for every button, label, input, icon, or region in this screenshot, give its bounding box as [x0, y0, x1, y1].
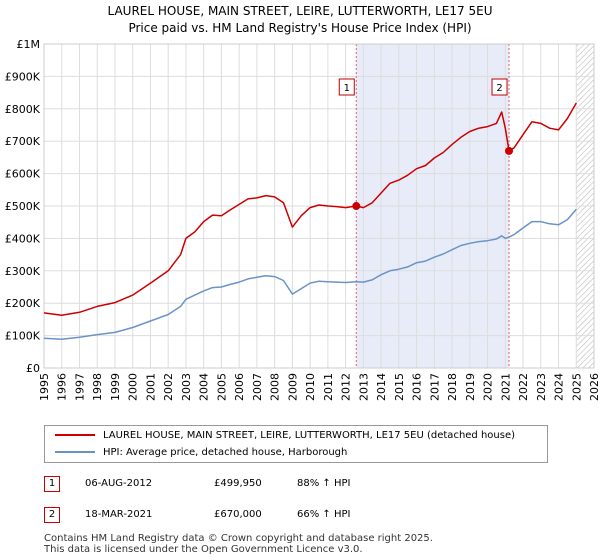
- annotation-label: 1: [344, 83, 350, 94]
- x-tick-label: 2017: [428, 373, 441, 401]
- transaction-price: £499,950: [214, 478, 262, 489]
- x-tick-label: 2011: [322, 373, 335, 401]
- x-tick-label: 2021: [499, 373, 512, 401]
- transaction-hpi-change: 66% ↑ HPI: [297, 509, 351, 520]
- legend: LAUREL HOUSE, MAIN STREET, LEIRE, LUTTER…: [44, 425, 548, 463]
- transaction-hpi-change: 88% ↑ HPI: [297, 478, 351, 489]
- legend-item-hpi: HPI: Average price, detached house, Harb…: [55, 445, 347, 461]
- x-tick-label: 2020: [482, 373, 495, 401]
- footer-copyright: Contains HM Land Registry data © Crown c…: [44, 533, 433, 544]
- x-tick-label: 2009: [286, 373, 299, 401]
- footer-licence: This data is licensed under the Open Gov…: [44, 544, 363, 555]
- price-paid-line: [43, 102, 577, 316]
- x-tick-label: 2016: [411, 373, 424, 401]
- x-tick-label: 2022: [517, 373, 530, 401]
- legend-label-price: LAUREL HOUSE, MAIN STREET, LEIRE, LUTTER…: [103, 430, 516, 441]
- x-tick-label: 1995: [38, 373, 51, 401]
- x-tick-label: 2000: [127, 373, 140, 401]
- transaction-row: 2 18-MAR-2021 £670,000 66% ↑ HPI: [44, 505, 564, 525]
- x-tick-label: 2018: [446, 373, 459, 401]
- y-tick-label: £900K: [5, 70, 41, 83]
- x-tick-label: 2012: [340, 373, 353, 401]
- x-tick-label: 2019: [464, 373, 477, 401]
- x-tick-label: 2005: [215, 373, 228, 401]
- x-tick-label: 1999: [109, 373, 122, 401]
- x-tick-label: 2015: [393, 373, 406, 401]
- x-tick-label: 2004: [198, 373, 211, 401]
- y-tick-label: £800K: [5, 103, 41, 116]
- x-tick-label: 2006: [233, 373, 246, 401]
- x-tick-label: 1998: [91, 373, 104, 401]
- plot-border: [43, 43, 595, 369]
- transaction-marker: 1: [44, 476, 60, 492]
- y-tick-label: £600K: [5, 168, 41, 181]
- x-tick-label: 2024: [553, 373, 566, 401]
- x-tick-label: 2025: [570, 373, 583, 401]
- sale-point: [352, 202, 361, 211]
- price-chart: £0 £100K £200K £300K £400K £500K £600K £700K £80…: [5, 38, 600, 401]
- y-tick-label: £500K: [5, 200, 41, 213]
- transaction-date: 18-MAR-2021: [85, 509, 153, 520]
- transaction-row: 1 06-AUG-2012 £499,950 88% ↑ HPI: [44, 474, 564, 494]
- legend-line-hpi: [55, 451, 95, 453]
- x-tick-label: 2008: [269, 373, 282, 401]
- annotation-box: [491, 78, 508, 96]
- x-tick-label: 2003: [180, 373, 193, 401]
- y-tick-label: £300K: [5, 265, 41, 278]
- hpi-line: [43, 208, 577, 340]
- legend-label-hpi: HPI: Average price, detached house, Harb…: [103, 447, 348, 458]
- legend-line-price: [55, 434, 95, 436]
- x-tick-label: 1996: [56, 373, 69, 401]
- legend-item-price: LAUREL HOUSE, MAIN STREET, LEIRE, LUTTER…: [55, 428, 515, 444]
- transaction-date: 06-AUG-2012: [85, 478, 153, 489]
- y-tick-label: £700K: [5, 135, 41, 148]
- x-tick-label: 2026: [588, 373, 600, 401]
- annotation-label: 2: [496, 83, 502, 94]
- x-tick-label: 2002: [162, 373, 175, 401]
- x-tick-label: 2023: [535, 373, 548, 401]
- y-tick-label: £0: [26, 362, 40, 375]
- chart-subtitle: Price paid vs. HM Land Registry's House …: [128, 21, 472, 35]
- x-tick-label: 2013: [357, 373, 370, 401]
- x-tick-label: 2010: [304, 373, 317, 401]
- y-tick-label: £200K: [5, 297, 41, 310]
- transaction-price: £670,000: [214, 509, 262, 520]
- x-tick-label: 2014: [375, 373, 388, 401]
- annotation-box: [338, 78, 355, 96]
- y-tick-label: £400K: [5, 232, 41, 245]
- x-tick-label: 1997: [73, 373, 86, 401]
- sale-point: [505, 146, 514, 155]
- chart-title: LAUREL HOUSE, MAIN STREET, LEIRE, LUTTER…: [107, 4, 493, 18]
- x-tick-label: 2001: [144, 373, 157, 401]
- y-tick-label: £100K: [5, 330, 41, 343]
- x-tick-label: 2007: [251, 373, 264, 401]
- y-tick-label: £1M: [17, 38, 41, 51]
- transaction-marker: 2: [44, 507, 60, 523]
